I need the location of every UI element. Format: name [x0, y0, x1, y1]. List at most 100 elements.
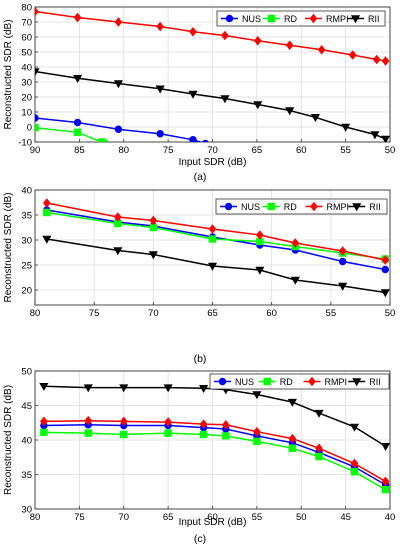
- data-point-rd: [35, 124, 39, 132]
- panel-label: (c): [194, 533, 206, 545]
- data-point-rii: [380, 135, 390, 142]
- y-axis-label: Reconstructed SDR (dB): [3, 385, 14, 495]
- data-point-rii: [349, 423, 360, 432]
- x-tick-label: 80: [30, 308, 41, 319]
- y-axis-label: Reconstructed SDR (dB): [3, 19, 14, 129]
- data-point-rd: [120, 430, 128, 439]
- data-point-rd: [288, 444, 297, 452]
- data-point-rii: [285, 107, 295, 116]
- legend-label-rii: RII: [368, 14, 380, 24]
- data-point-rmpi: [221, 30, 229, 41]
- y-tick-label: 45: [21, 401, 32, 412]
- data-point-rmpi: [372, 54, 381, 65]
- data-point-rmpi: [381, 56, 390, 66]
- legend-marker-rmpi: [310, 201, 318, 212]
- y-tick-label: 30: [21, 235, 32, 246]
- series-group: [35, 7, 390, 142]
- data-point-rmpi: [208, 224, 217, 234]
- y-tick-label: 30: [21, 504, 32, 515]
- legend-label-nus: NUS: [235, 377, 254, 387]
- x-tick-label: 60: [266, 308, 277, 319]
- y-tick-label: -10: [18, 137, 32, 148]
- x-tick-label: 55: [252, 512, 263, 523]
- legend-box: [215, 198, 388, 215]
- legend: NUS RD RMPI RII: [216, 10, 386, 27]
- y-tick-label: 20: [21, 285, 32, 296]
- x-tick-label: 60: [207, 512, 218, 523]
- data-point-rii: [188, 90, 198, 99]
- data-point-rd: [315, 452, 323, 461]
- y-tick-label: 60: [21, 32, 32, 43]
- legend-marker-rii: [352, 378, 362, 387]
- data-point-nus: [156, 130, 164, 138]
- data-point-rmpi: [381, 255, 390, 265]
- legend-marker-nus: [224, 202, 233, 211]
- legend-label-nus: NUS: [241, 202, 260, 212]
- data-point-nus: [35, 114, 39, 122]
- data-point-rii: [119, 384, 129, 393]
- series-line-rmpi: [35, 10, 386, 62]
- data-point-rmpi: [73, 12, 82, 23]
- x-axis-label: Input SDR (dB): [179, 157, 247, 168]
- legend-marker-rd: [267, 202, 275, 211]
- legend-marker-rmpi: [308, 376, 316, 387]
- legend-marker-rd: [267, 14, 276, 23]
- x-tick-label: 70: [207, 145, 218, 156]
- data-point-rii: [314, 409, 324, 418]
- x-tick-label: 85: [74, 145, 85, 156]
- data-point-rmpi: [156, 21, 164, 32]
- legend-label-nus: NUS: [242, 14, 261, 24]
- x-tick-label: 75: [89, 308, 100, 319]
- data-point-rd: [164, 429, 172, 437]
- x-tick-label: 55: [340, 145, 351, 156]
- data-point-rd: [222, 432, 230, 440]
- x-tick-label: 70: [148, 308, 159, 319]
- legend: NUS RD RMPI RII: [209, 373, 390, 390]
- chart-panel-1: 80 75 70 65 60 55 50 20 25 30 35 40 Reconstructed SD…: [3, 185, 395, 365]
- data-point-rii: [39, 382, 49, 391]
- data-point-rii: [341, 123, 351, 132]
- series-line-rd: [43, 431, 386, 491]
- data-point-rmpi: [285, 40, 294, 51]
- data-point-nus: [381, 265, 389, 274]
- data-point-rmpi: [381, 476, 390, 487]
- data-point-rd: [84, 429, 92, 437]
- series-line-rii: [46, 238, 386, 294]
- x-tick-label: 90: [30, 145, 41, 156]
- legend-label-rmpi: RMPI: [326, 14, 349, 24]
- x-tick-label: 80: [118, 145, 129, 156]
- x-axis-label: Input SDR (dB): [179, 517, 247, 528]
- data-point-rii: [42, 235, 52, 244]
- legend: NUS RD RMPI RII: [215, 198, 388, 215]
- data-point-rd: [73, 128, 82, 136]
- series-line-rd: [35, 127, 104, 142]
- data-point-rmpi: [119, 416, 128, 427]
- data-point-rmpi: [149, 215, 158, 226]
- data-point-rmpi: [253, 35, 262, 46]
- y-tick-label: 40: [21, 435, 32, 446]
- y-tick-label: 35: [21, 210, 32, 221]
- data-point-rii: [155, 85, 165, 94]
- data-point-rii: [287, 398, 297, 407]
- x-tick-label: 55: [326, 308, 337, 319]
- data-point-rmpi: [42, 198, 51, 208]
- data-point-rmpi: [113, 212, 122, 222]
- data-point-nus: [189, 136, 197, 142]
- x-tick-label: 50: [296, 512, 307, 523]
- data-point-rii: [113, 247, 123, 256]
- x-tick-label: 75: [74, 512, 85, 523]
- x-tick-label: 40: [385, 512, 396, 523]
- data-point-nus: [338, 257, 347, 266]
- x-tick-label: 45: [340, 512, 351, 523]
- data-point-rmpi: [114, 17, 123, 27]
- x-tick-label: 50: [385, 308, 396, 319]
- data-point-rmpi: [348, 50, 357, 60]
- chart-panel-2: 80 75 70 65 60 55 50 45 40 30 35 40 45 50 Input SDR (d…: [3, 366, 395, 545]
- legend-box: [209, 373, 390, 390]
- data-point-rii: [338, 282, 348, 291]
- y-tick-label: 25: [21, 260, 32, 271]
- data-point-rd: [208, 235, 217, 243]
- y-tick-label: 40: [21, 62, 32, 73]
- data-point-rmpi: [350, 458, 359, 469]
